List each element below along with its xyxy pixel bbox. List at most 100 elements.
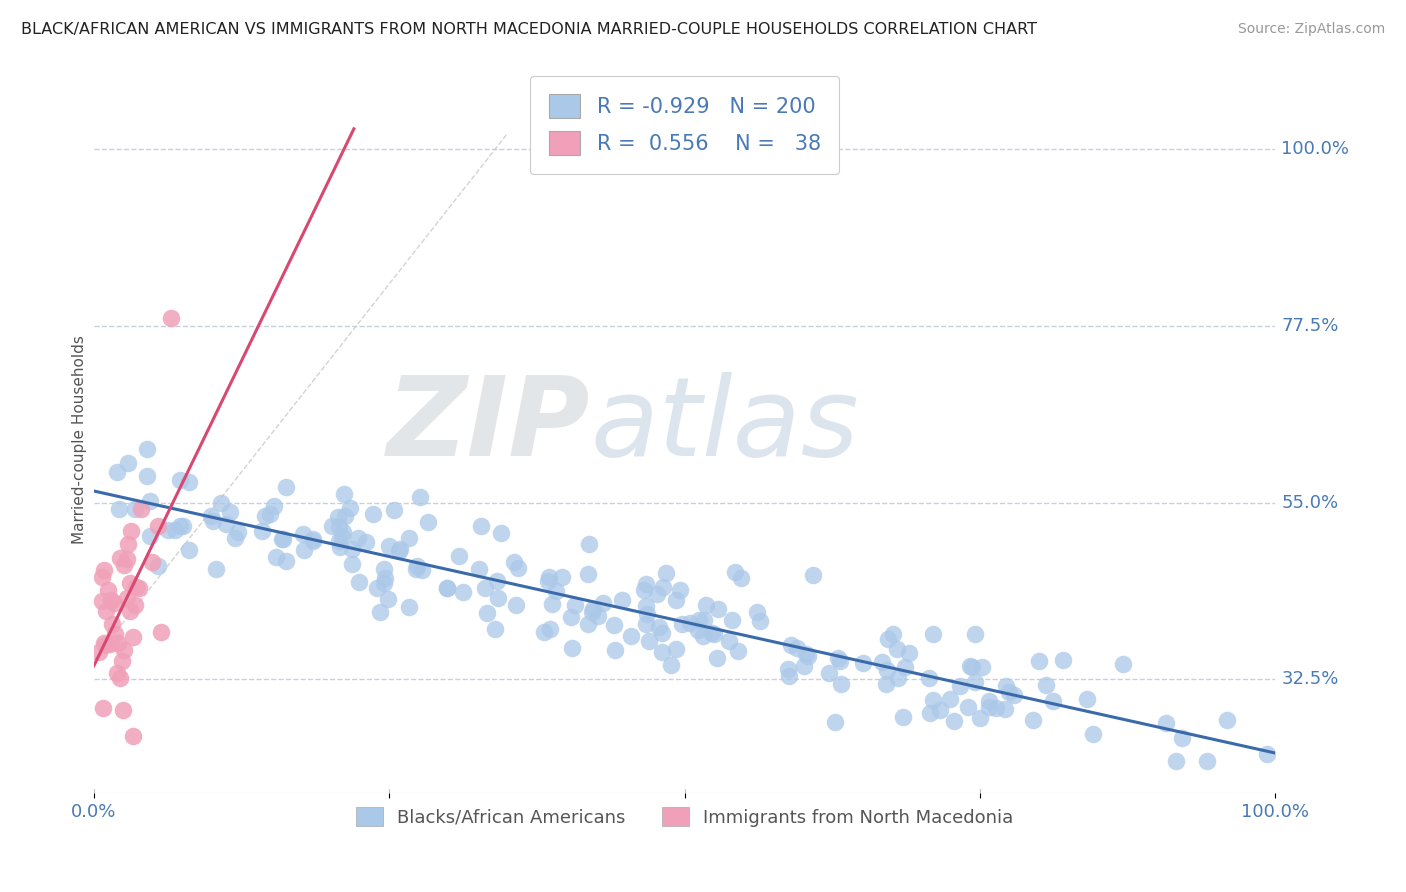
Point xyxy=(302,533,325,548)
Point xyxy=(664,642,686,657)
Point xyxy=(124,598,146,612)
Point xyxy=(994,702,1017,716)
Point xyxy=(484,622,506,636)
Point xyxy=(115,591,138,606)
Point xyxy=(678,616,700,631)
Point xyxy=(373,575,395,590)
Point xyxy=(692,629,714,643)
Point xyxy=(89,645,111,659)
Point xyxy=(963,627,986,641)
Point xyxy=(107,635,129,649)
Point xyxy=(671,616,693,631)
Point xyxy=(346,532,368,546)
Point xyxy=(581,602,603,616)
Point xyxy=(592,596,614,610)
Point xyxy=(638,634,661,648)
Text: 32.5%: 32.5% xyxy=(1281,671,1339,689)
Point xyxy=(949,680,972,694)
Point xyxy=(893,709,915,723)
Point xyxy=(139,493,162,508)
Point xyxy=(177,475,200,490)
Point xyxy=(93,563,115,577)
Point xyxy=(332,487,354,501)
Point xyxy=(918,706,941,720)
Point xyxy=(250,524,273,538)
Point xyxy=(122,630,145,644)
Point xyxy=(405,562,427,576)
Point xyxy=(827,650,849,665)
Point xyxy=(576,567,599,582)
Point xyxy=(131,502,153,516)
Point xyxy=(378,539,401,553)
Point xyxy=(100,616,122,631)
Point xyxy=(263,499,285,513)
Point xyxy=(156,524,179,538)
Text: 55.0%: 55.0% xyxy=(1281,493,1339,512)
Point xyxy=(508,561,530,575)
Point xyxy=(560,610,582,624)
Point xyxy=(703,626,725,640)
Point xyxy=(1164,754,1187,768)
Point xyxy=(581,605,603,619)
Point xyxy=(486,574,509,588)
Point xyxy=(274,480,297,494)
Point xyxy=(537,574,560,589)
Point xyxy=(875,677,897,691)
Point xyxy=(730,570,752,584)
Point xyxy=(651,645,673,659)
Point xyxy=(960,660,983,674)
Point xyxy=(986,701,1008,715)
Point xyxy=(332,524,354,539)
Point xyxy=(411,563,433,577)
Point xyxy=(794,647,817,661)
Point xyxy=(1112,657,1135,671)
Point xyxy=(1042,694,1064,708)
Point xyxy=(94,604,117,618)
Point xyxy=(979,700,1001,714)
Point xyxy=(636,617,658,632)
Point xyxy=(688,623,710,637)
Point xyxy=(997,685,1019,699)
Point xyxy=(1022,713,1045,727)
Point xyxy=(541,597,564,611)
Point xyxy=(876,663,898,677)
Point xyxy=(97,582,120,597)
Point xyxy=(1216,713,1239,727)
Point xyxy=(398,531,420,545)
Point xyxy=(603,618,626,632)
Point xyxy=(979,693,1001,707)
Point xyxy=(1256,747,1278,761)
Point xyxy=(544,584,567,599)
Point xyxy=(169,473,191,487)
Point xyxy=(576,617,599,632)
Point xyxy=(179,543,201,558)
Point xyxy=(93,636,115,650)
Point xyxy=(340,541,363,556)
Point xyxy=(172,519,194,533)
Point xyxy=(634,576,657,591)
Point xyxy=(146,558,169,573)
Point xyxy=(328,510,350,524)
Point xyxy=(150,625,173,640)
Point xyxy=(852,656,875,670)
Point xyxy=(887,672,910,686)
Point xyxy=(921,626,943,640)
Point xyxy=(91,701,114,715)
Point xyxy=(688,614,710,628)
Point xyxy=(474,582,496,596)
Point xyxy=(564,598,586,612)
Point xyxy=(209,496,232,510)
Point xyxy=(586,608,609,623)
Point xyxy=(706,650,728,665)
Point xyxy=(717,633,740,648)
Point xyxy=(486,591,509,605)
Point xyxy=(963,675,986,690)
Point xyxy=(898,646,921,660)
Point xyxy=(226,524,249,539)
Point xyxy=(651,626,673,640)
Point xyxy=(406,559,429,574)
Point xyxy=(636,607,658,621)
Point xyxy=(828,654,851,668)
Point xyxy=(633,582,655,597)
Point xyxy=(1028,654,1050,668)
